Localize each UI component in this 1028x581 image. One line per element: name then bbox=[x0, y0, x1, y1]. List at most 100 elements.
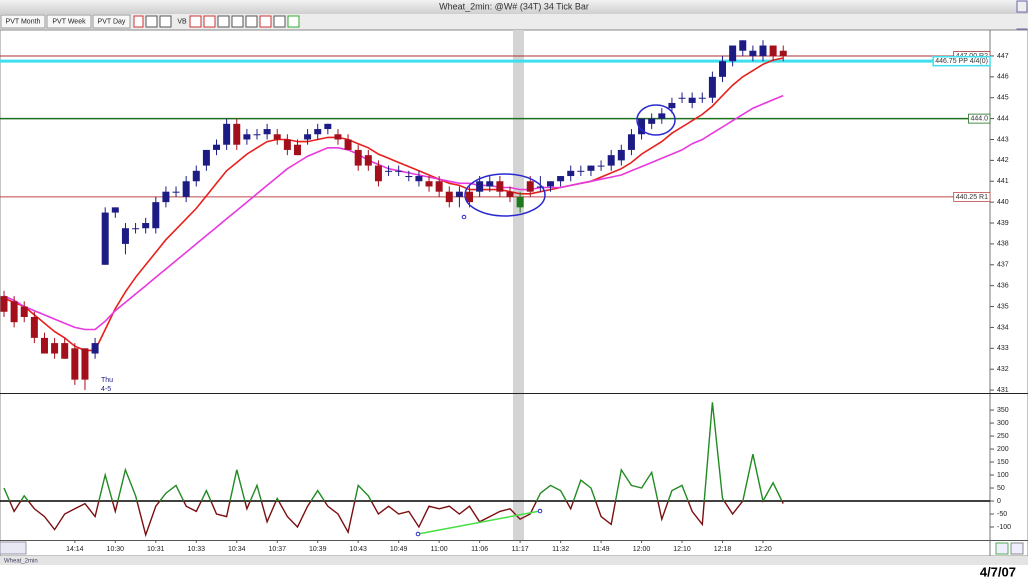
y-tick-label: 434 bbox=[997, 324, 1009, 331]
candle-body bbox=[435, 181, 443, 192]
candle-body bbox=[71, 348, 79, 380]
candle-body bbox=[597, 165, 605, 167]
candle-body bbox=[486, 181, 494, 187]
candle-body bbox=[648, 118, 656, 124]
help-icon[interactable] bbox=[133, 15, 144, 28]
candle-body bbox=[627, 134, 635, 150]
candle-body bbox=[526, 181, 534, 192]
candle-body bbox=[708, 76, 716, 98]
candle-body bbox=[638, 118, 646, 135]
tab-strip bbox=[0, 556, 1028, 565]
candle-body bbox=[273, 134, 281, 140]
price-panel bbox=[0, 40, 990, 391]
pvt-month-button[interactable] bbox=[0, 14, 46, 29]
vb-label[interactable]: VB bbox=[177, 18, 187, 25]
price-level-label: 444.0 bbox=[970, 115, 988, 122]
y-tick-label: 433 bbox=[997, 345, 1009, 352]
candle-body bbox=[293, 144, 301, 156]
candle-body bbox=[51, 343, 59, 354]
candle-body bbox=[668, 102, 676, 109]
candle-body bbox=[476, 181, 484, 192]
refresh-button[interactable] bbox=[995, 542, 1009, 555]
candle-body bbox=[779, 50, 787, 56]
candle-body bbox=[425, 181, 433, 187]
y-tick-label: 200 bbox=[997, 446, 1009, 453]
cursor-band bbox=[513, 30, 524, 540]
y-tick-label: 439 bbox=[997, 220, 1009, 227]
y-tick-label: -50 bbox=[997, 511, 1007, 518]
axes: 431 432 433 434 435 436 437 438 439 440 441 442 443 4… bbox=[66, 51, 1011, 553]
candle-body bbox=[769, 45, 777, 56]
x-tick-label: 14:14 bbox=[66, 546, 84, 553]
price-level-label: 446.75 PP 4/4(0) bbox=[935, 58, 988, 65]
candle-body bbox=[172, 191, 180, 193]
candle-body bbox=[445, 191, 453, 203]
y-tick-label: 300 bbox=[997, 420, 1009, 427]
candle-body bbox=[557, 176, 565, 182]
marker-dot bbox=[537, 508, 543, 514]
x-tick-label: 12:18 bbox=[714, 546, 732, 553]
highlight-ellipse bbox=[636, 104, 676, 136]
candle-body bbox=[374, 165, 382, 182]
y-tick-label: 0 bbox=[997, 498, 1001, 505]
pvt-week-button[interactable] bbox=[46, 14, 92, 29]
candle-body bbox=[587, 165, 595, 171]
candle-body bbox=[466, 191, 474, 203]
price-level-box bbox=[968, 113, 991, 124]
zoom-button[interactable] bbox=[1010, 542, 1024, 555]
price-level-box bbox=[953, 192, 991, 202]
candle-body bbox=[698, 97, 706, 99]
candle-body bbox=[749, 50, 757, 56]
draw-icon[interactable] bbox=[145, 15, 158, 28]
candle-body bbox=[101, 212, 109, 265]
candle-body bbox=[30, 316, 38, 338]
print-icon[interactable] bbox=[259, 15, 272, 28]
candle-body bbox=[253, 134, 261, 136]
candle-body bbox=[567, 170, 575, 177]
y-tick-label: 350 bbox=[997, 407, 1009, 414]
corner-button[interactable] bbox=[1016, 0, 1028, 13]
candle-body bbox=[496, 181, 504, 192]
cross-icon[interactable] bbox=[217, 15, 230, 28]
volume-icon[interactable] bbox=[159, 15, 172, 28]
candle-body bbox=[688, 97, 696, 103]
candle-body bbox=[314, 129, 322, 135]
scroll-box[interactable] bbox=[0, 541, 27, 555]
settings-icon[interactable] bbox=[273, 15, 286, 28]
moving-average-line bbox=[3, 57, 784, 352]
y-tick-label: 443 bbox=[997, 136, 1009, 143]
alarm-icon[interactable] bbox=[189, 15, 202, 28]
candle-body bbox=[415, 176, 423, 182]
candle-body bbox=[142, 223, 150, 229]
marker-dot bbox=[461, 214, 467, 220]
candle-body bbox=[719, 61, 727, 77]
y-tick-label: 446 bbox=[997, 74, 1009, 81]
x-tick-label: 11:00 bbox=[431, 546, 448, 553]
candle-body bbox=[111, 207, 119, 213]
candle-body bbox=[132, 228, 140, 230]
tab-label[interactable]: Wheat_2min bbox=[4, 559, 38, 565]
x-tick-label: 11:17 bbox=[512, 546, 529, 553]
y-tick-label: 436 bbox=[997, 283, 1009, 290]
y-tick-label: 441 bbox=[997, 178, 1009, 185]
zoom-icon[interactable] bbox=[231, 15, 244, 28]
candle-body bbox=[20, 306, 28, 317]
x-tick-label: 10:34 bbox=[228, 546, 246, 553]
pvt-day-label: PVT Day bbox=[98, 18, 126, 25]
list-icon[interactable] bbox=[245, 15, 258, 28]
candle-body bbox=[607, 155, 615, 166]
y-tick-label: 431 bbox=[997, 387, 1009, 394]
candle-body bbox=[121, 228, 129, 244]
export-icon[interactable] bbox=[287, 15, 300, 28]
toolbar-icons: VB bbox=[133, 0, 1028, 39]
candle-body bbox=[395, 170, 403, 172]
x-tick-label: 10:30 bbox=[107, 546, 125, 553]
pvt-day-button[interactable] bbox=[92, 14, 131, 29]
sync-icon[interactable] bbox=[203, 15, 216, 28]
candle-body bbox=[233, 123, 241, 145]
candle-body bbox=[344, 139, 352, 150]
divergence-line bbox=[417, 510, 541, 535]
y-tick-label: 435 bbox=[997, 303, 1009, 310]
moving-average-line bbox=[3, 94, 784, 331]
title-bar bbox=[0, 0, 1028, 14]
